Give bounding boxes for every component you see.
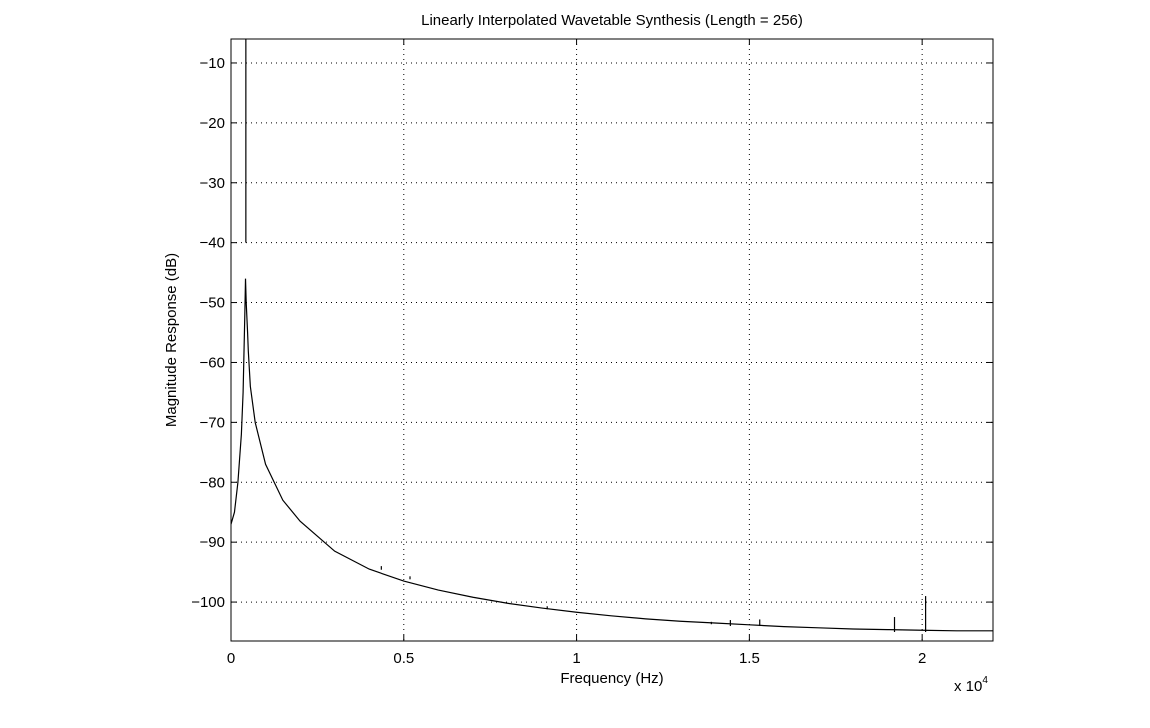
- series-layer: [231, 39, 993, 633]
- x-tick-label: 0.5: [393, 650, 414, 667]
- x-tick-label: 1.5: [739, 650, 760, 667]
- y-tick-label: −80: [200, 474, 225, 491]
- x-axis-multiplier: x 104: [954, 675, 988, 695]
- y-tick-label: −50: [200, 295, 225, 312]
- x-axis-label: Frequency (Hz): [560, 670, 663, 687]
- y-axis-label: Magnitude Response (dB): [163, 253, 180, 427]
- x-tick-label: 0: [227, 650, 235, 667]
- tick-layer: 0 0.5 1 1.5 2 −10 −20 −30 −40 −50 −60 −70 −80 −90 −100: [191, 39, 993, 667]
- x-multiplier-base: x 10: [954, 678, 982, 695]
- y-tick-label: −70: [200, 414, 225, 431]
- grid-layer: [231, 39, 993, 641]
- y-tick-label: −90: [200, 534, 225, 551]
- plot-frame: [230, 38, 994, 642]
- y-tick-label: −100: [191, 594, 225, 611]
- series-line: [231, 278, 993, 632]
- chart-title: Linearly Interpolated Wavetable Synthesi…: [421, 12, 803, 29]
- x-tick-label: 1: [572, 650, 580, 667]
- x-multiplier-exponent: 4: [982, 675, 988, 686]
- x-tick-label: 2: [918, 650, 926, 667]
- y-tick-label: −40: [200, 235, 225, 252]
- y-tick-label: −10: [200, 55, 225, 72]
- y-tick-label: −30: [200, 175, 225, 192]
- y-tick-label: −60: [200, 354, 225, 371]
- y-tick-label: −20: [200, 115, 225, 132]
